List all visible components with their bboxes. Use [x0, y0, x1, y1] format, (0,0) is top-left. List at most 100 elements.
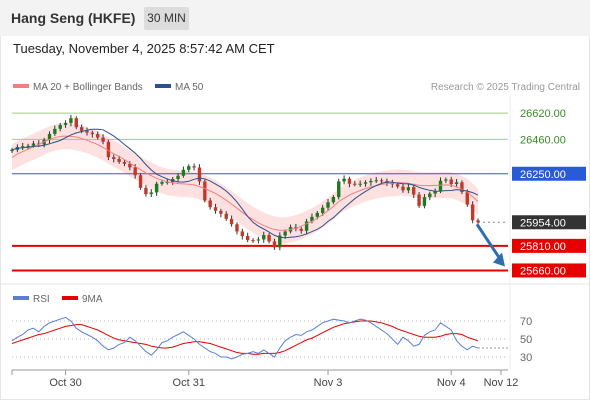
candle-body: [342, 178, 346, 182]
candle-body: [251, 240, 255, 242]
candle-body: [331, 197, 336, 203]
candle-body: [79, 127, 84, 131]
candle-body: [138, 175, 143, 188]
candle-body: [117, 159, 121, 162]
candle-body: [219, 210, 223, 214]
x-tick-label: Nov 3: [314, 377, 343, 389]
candle-body: [320, 207, 325, 213]
candle-body: [176, 175, 180, 179]
legend-rsi-swatch: [13, 296, 29, 300]
candle-body: [315, 212, 320, 217]
candle-body: [417, 194, 421, 206]
forecast-arrow-head: [493, 252, 505, 267]
candle-body: [304, 221, 309, 231]
candle-body: [224, 213, 228, 219]
candle-body: [433, 191, 437, 194]
candle-body: [229, 218, 234, 225]
candle-body: [347, 178, 352, 184]
source-credit: Research © 2025 Trading Central: [431, 82, 580, 93]
candle-body: [47, 133, 52, 140]
level-tag-label: 26250.00: [520, 169, 566, 181]
candle-body: [187, 166, 191, 170]
candle-body: [267, 235, 271, 242]
instrument-title: Hang Seng (HKFE): [11, 10, 136, 26]
candle-body: [10, 149, 14, 152]
candle-body: [358, 183, 362, 185]
legend-ma20-label: MA 20 + Bollinger Bands: [33, 82, 143, 93]
level-tag-bg: [512, 106, 586, 121]
x-tick-label: Oct 31: [173, 377, 205, 389]
candle-body: [337, 181, 341, 198]
candle-body: [85, 130, 89, 133]
level-tag-label: 25810.00: [520, 241, 566, 253]
rsi-ma-line: [11, 320, 479, 355]
candle-body: [369, 180, 373, 183]
candle-body: [31, 143, 36, 146]
candle-body: [449, 179, 453, 185]
candle-body: [465, 192, 469, 205]
level-tag-bg: [512, 263, 586, 278]
candle-body: [21, 146, 25, 148]
level-tag-bg: [512, 215, 586, 230]
candle-body: [476, 220, 480, 223]
candle-body: [470, 204, 475, 221]
rsi-axis-label: 70: [520, 316, 532, 328]
candle-body: [395, 184, 400, 187]
level-tag-label: 26460.00: [520, 134, 566, 146]
timeframe-badge[interactable]: 30 MIN: [144, 7, 189, 30]
candle-body: [144, 187, 148, 195]
candle-body: [128, 163, 132, 168]
rsi-axis-label: 50: [520, 334, 532, 346]
legend-ma50-swatch: [155, 84, 171, 88]
candle-body: [203, 181, 207, 201]
candle-body: [197, 167, 202, 182]
legend-rsi-label: RSI: [33, 294, 50, 305]
candle-body: [326, 202, 330, 208]
candle-body: [165, 181, 170, 183]
legend-ma50-label: MA 50: [175, 82, 204, 93]
bollinger-band: [12, 122, 478, 244]
candle-body: [444, 179, 448, 181]
candle-body: [192, 166, 196, 168]
candle-body: [460, 182, 464, 193]
candle-body: [235, 224, 239, 232]
candle-body: [122, 161, 127, 164]
candle-body: [69, 118, 73, 123]
candle-body: [149, 192, 153, 195]
candle-body: [208, 200, 212, 208]
candle-body: [90, 132, 95, 135]
candle-body: [363, 182, 368, 184]
ma50-line: [11, 128, 479, 239]
timestamp: Tuesday, November 4, 2025 8:57:42 AM CET: [13, 41, 275, 56]
rsi-line: [11, 316, 479, 360]
candle-body: [213, 207, 218, 211]
candle-body: [422, 197, 427, 206]
candle-body: [272, 241, 277, 248]
rsi-axis-label: 30: [520, 352, 532, 364]
candle-body: [26, 145, 30, 147]
candle-body: [96, 134, 100, 138]
candle-body: [133, 167, 137, 176]
candle-body: [374, 180, 378, 182]
candle-body: [181, 169, 186, 176]
candle-body: [160, 182, 164, 184]
level-tag-bg: [512, 132, 586, 147]
candle-body: [63, 122, 68, 125]
candle-body: [406, 187, 411, 191]
candle-body: [240, 231, 245, 237]
level-tag-label: 25954.00: [520, 217, 566, 229]
candle-body: [412, 187, 416, 195]
candle-body: [283, 231, 287, 236]
candle-body: [390, 183, 394, 185]
candle-body: [310, 216, 314, 222]
candle-body: [428, 193, 432, 198]
candle-body: [106, 141, 111, 158]
candle-body: [379, 180, 384, 182]
candle-body: [278, 235, 282, 248]
candle-body: [245, 236, 250, 241]
level-tag-label: 26620.00: [520, 108, 566, 120]
ma20-line: [11, 135, 479, 231]
header-bar: Hang Seng (HKFE) 30 MIN: [0, 0, 590, 36]
level-tag-bg: [512, 166, 586, 181]
